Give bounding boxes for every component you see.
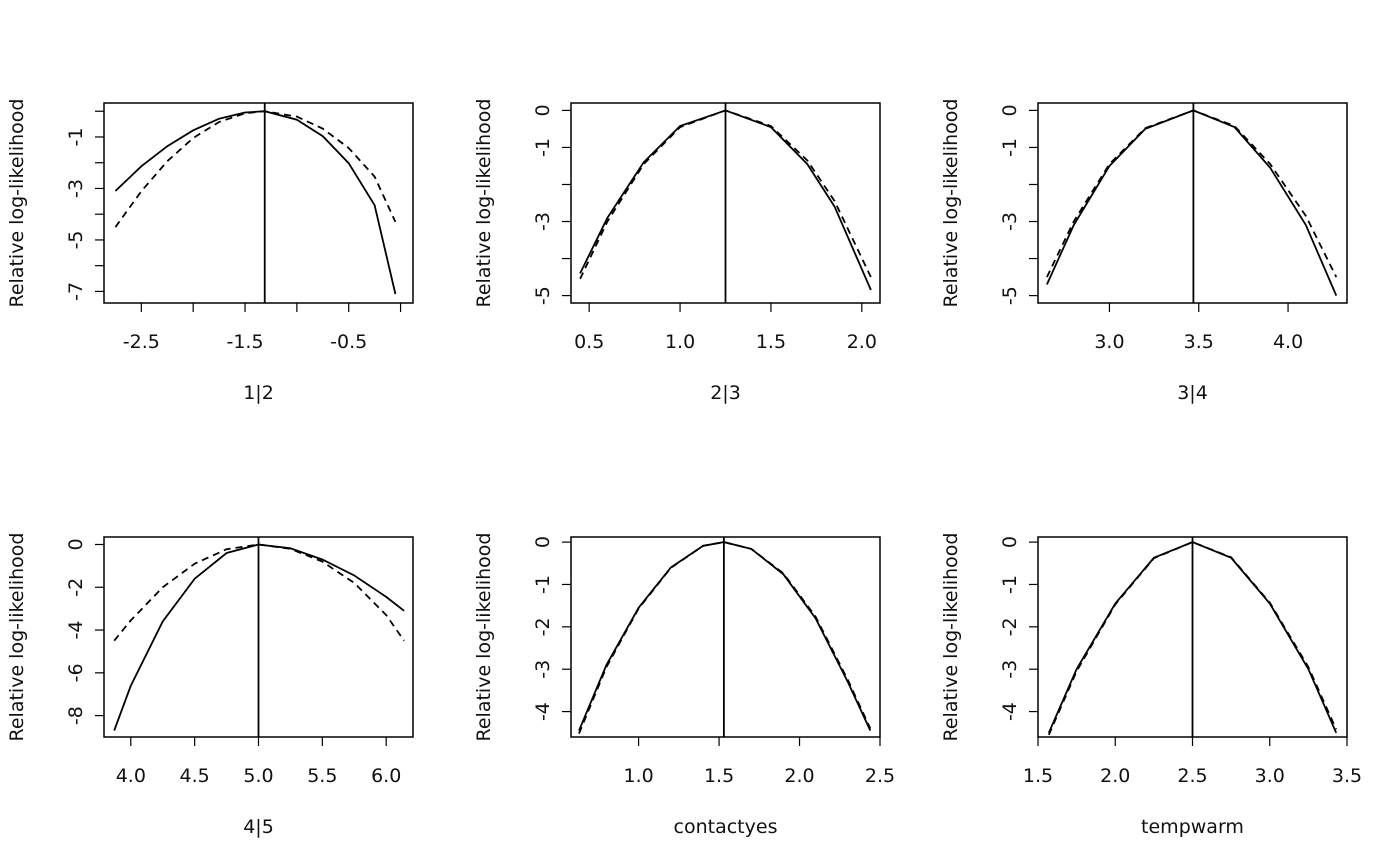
plot-frame (570, 536, 881, 738)
y-tick-label: 0 (532, 104, 554, 116)
y-tick-label: -6 (65, 663, 87, 682)
y-axis-label: Relative log-likelihood (473, 99, 495, 308)
x-tick-label: 3.5 (1184, 331, 1214, 353)
x-tick-label: 1.5 (756, 331, 786, 353)
x-tick-label: 2.5 (865, 765, 895, 787)
x-axis-label: contactyes (674, 816, 778, 838)
y-tick-label: -8 (65, 706, 87, 725)
y-tick-label: -2 (532, 617, 554, 636)
panel-3: 3.0 3.5 4.0 -5 -3 -1 0 3|4 Relative log-likeliho… (940, 99, 1348, 404)
x-tick-label: 2.5 (1177, 765, 1207, 787)
profile-curve (1046, 109, 1338, 296)
y-tick-label: -2 (999, 617, 1021, 636)
y-tick-label: -5 (65, 230, 87, 249)
y-tick-label: 0 (532, 536, 554, 548)
y-tick-label: -2 (65, 578, 87, 597)
panel-5: 1.0 1.5 2.0 2.5 -4 -3 -2 -1 0 contactyes Relative … (473, 533, 895, 838)
x-tick-label: 4.0 (116, 765, 146, 787)
x-tick-label: 5.5 (307, 765, 337, 787)
y-tick-label: -4 (532, 702, 554, 721)
y-tick-label: -3 (532, 660, 554, 679)
y-tick-label: -1 (532, 138, 554, 157)
x-tick-label: -0.5 (330, 331, 367, 353)
x-tick-label: 4.5 (180, 765, 210, 787)
quadratic-approx-curve (114, 110, 397, 228)
x-tick-label: -2.5 (123, 331, 160, 353)
panel-2: 0.5 1.0 1.5 2.0 -5 -3 -1 0 2|3 Relative log-likel… (473, 99, 881, 404)
y-tick-label: -3 (532, 212, 554, 231)
plot-frame (103, 102, 414, 304)
x-tick-label: 4.0 (1273, 331, 1303, 353)
panel-4: 4.0 4.5 5.0 5.5 6.0 -8 -6 -4 -2 0 4|5 Relative log-… (6, 533, 414, 838)
y-tick-label: -1 (999, 138, 1021, 157)
x-tick-label: 3.0 (1094, 331, 1124, 353)
x-axis-label: 3|4 (1177, 382, 1208, 404)
quadratic-approx-curve (578, 541, 872, 734)
y-tick-label: -1 (532, 575, 554, 594)
x-tick-label: 0.5 (574, 331, 604, 353)
y-tick-label: -3 (999, 660, 1021, 679)
y-tick-label: -3 (65, 179, 87, 198)
x-tick-label: 1.5 (1023, 765, 1053, 787)
panel-1: -2.5 -1.5 -0.5 -7 -5 -3 -1 1|2 Relative log-like… (6, 99, 414, 404)
x-tick-label: 2.0 (784, 765, 814, 787)
y-axis-label: Relative log-likelihood (6, 533, 28, 742)
x-tick-label: 3.0 (1255, 765, 1285, 787)
y-axis-label: Relative log-likelihood (940, 99, 962, 308)
y-tick-label: -3 (999, 212, 1021, 231)
x-tick-label: 5.0 (243, 765, 273, 787)
y-tick-label: 0 (999, 104, 1021, 116)
y-tick-label: -4 (999, 702, 1021, 721)
y-tick-label: -7 (65, 282, 87, 301)
quadratic-approx-curve (1046, 109, 1338, 278)
x-tick-label: 6.0 (371, 765, 401, 787)
y-tick-label: -5 (999, 286, 1021, 305)
profile-curve (114, 110, 397, 295)
x-tick-label: -1.5 (226, 331, 263, 353)
y-tick-label: -4 (65, 621, 87, 640)
panel-6: 1.5 2.0 2.5 3.0 3.5 -4 -3 -2 -1 0 tempwarm Relative… (940, 533, 1362, 838)
x-tick-label: 3.5 (1332, 765, 1362, 787)
x-tick-label: 1.0 (665, 331, 695, 353)
quadratic-approx-curve (1047, 541, 1338, 736)
y-tick-label: 0 (65, 538, 87, 550)
x-tick-label: 2.0 (1100, 765, 1130, 787)
y-tick-label: -5 (532, 286, 554, 305)
y-tick-label: -1 (999, 575, 1021, 594)
y-axis-label: Relative log-likelihood (473, 533, 495, 742)
y-tick-label: -1 (65, 128, 87, 147)
y-axis-label: Relative log-likelihood (940, 533, 962, 742)
x-tick-label: 2.0 (847, 331, 877, 353)
x-tick-label: 1.5 (704, 765, 734, 787)
x-axis-label: tempwarm (1141, 816, 1244, 838)
x-tick-label: 1.0 (623, 765, 653, 787)
x-axis-label: 2|3 (710, 382, 741, 404)
x-axis-label: 1|2 (243, 382, 274, 404)
x-axis-label: 4|5 (243, 816, 274, 838)
y-axis-label: Relative log-likelihood (6, 99, 28, 308)
y-tick-label: 0 (999, 536, 1021, 548)
